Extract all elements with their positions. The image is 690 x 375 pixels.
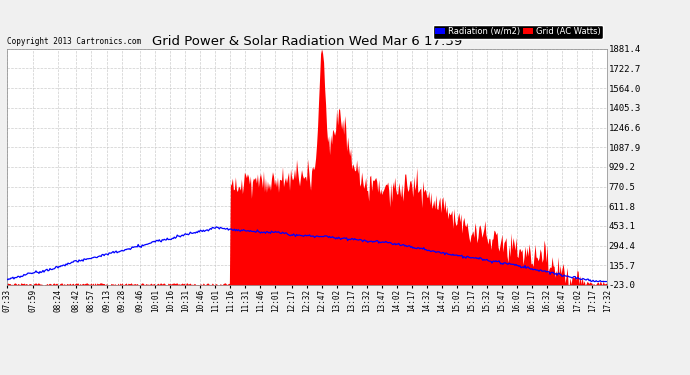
Title: Grid Power & Solar Radiation Wed Mar 6 17:39: Grid Power & Solar Radiation Wed Mar 6 1… (152, 34, 462, 48)
Text: Copyright 2013 Cartronics.com: Copyright 2013 Cartronics.com (7, 38, 141, 46)
Legend: Radiation (w/m2), Grid (AC Watts): Radiation (w/m2), Grid (AC Watts) (433, 25, 603, 39)
